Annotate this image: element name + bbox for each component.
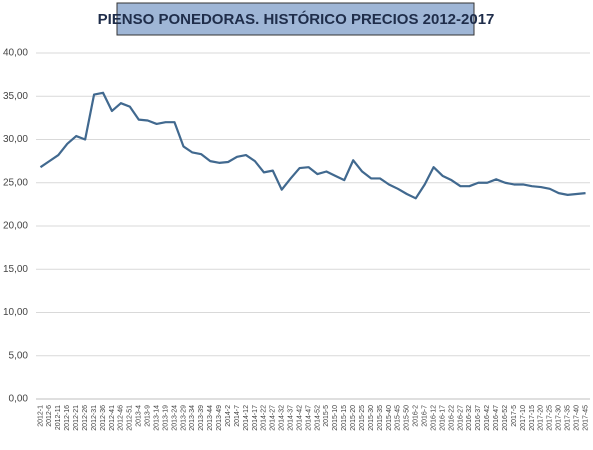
x-tick-label: 2016-22 bbox=[448, 405, 455, 431]
x-tick-label: 2017-30 bbox=[556, 405, 563, 431]
x-tick-label: 2014-42 bbox=[296, 405, 303, 431]
x-tick-label: 2015-25 bbox=[359, 405, 366, 431]
x-tick-label: 2012-46 bbox=[118, 405, 125, 431]
x-tick-label: 2013-34 bbox=[189, 405, 196, 431]
y-tick-label: 40,00 bbox=[3, 48, 28, 59]
x-tick-label: 2016-2 bbox=[413, 405, 420, 427]
chart-title: PIENSO PONEDORAS. HISTÓRICO PRECIOS 2012… bbox=[98, 10, 495, 28]
x-tick-label: 2014-32 bbox=[279, 405, 286, 431]
x-tick-label: 2017-45 bbox=[582, 405, 589, 431]
x-tick-label: 2017-25 bbox=[547, 405, 554, 431]
y-tick-label: 30,00 bbox=[3, 134, 28, 145]
x-tick-label: 2017-35 bbox=[565, 405, 572, 431]
x-tick-label: 2017-20 bbox=[538, 405, 545, 431]
x-tick-label: 2015-30 bbox=[368, 405, 375, 431]
y-tick-label: 0,00 bbox=[9, 394, 29, 405]
x-tick-label: 2012-1 bbox=[37, 405, 44, 427]
x-tick-label: 2016-37 bbox=[475, 405, 482, 431]
x-tick-label: 2016-17 bbox=[439, 405, 446, 431]
x-tick-label: 2015-45 bbox=[395, 405, 402, 431]
x-tick-label: 2014-27 bbox=[270, 405, 277, 431]
x-tick-label: 2012-51 bbox=[127, 405, 134, 431]
x-tick-label: 2012-21 bbox=[73, 405, 80, 431]
y-tick-label: 25,00 bbox=[3, 177, 28, 188]
x-tick-label: 2012-11 bbox=[55, 405, 62, 430]
x-tick-label: 2016-7 bbox=[422, 405, 429, 427]
x-tick-label: 2016-47 bbox=[493, 405, 500, 431]
x-tick-label: 2014-7 bbox=[234, 405, 241, 427]
line bbox=[39, 91, 586, 200]
x-tick-label: 2013-49 bbox=[216, 405, 223, 431]
x-tick-label: 2014-22 bbox=[261, 405, 268, 431]
x-tick-label: 2015-50 bbox=[404, 405, 411, 431]
x-tick-label: 2012-41 bbox=[109, 405, 116, 431]
x-tick-label: 2016-52 bbox=[502, 405, 509, 431]
x-tick-label: 2016-42 bbox=[484, 405, 491, 431]
x-tick-label: 2016-12 bbox=[430, 405, 437, 431]
x-tick-label: 2017-10 bbox=[520, 405, 527, 431]
x-tick-label: 2014-37 bbox=[288, 405, 295, 431]
x-tick-label: 2013-29 bbox=[180, 405, 187, 431]
y-tick-label: 5,00 bbox=[9, 350, 29, 361]
x-tick-label: 2014-2 bbox=[225, 405, 232, 427]
x-tick-label: 2013-4 bbox=[136, 405, 143, 427]
x-tick-label: 2013-14 bbox=[153, 405, 160, 431]
x-tick-label: 2013-39 bbox=[198, 405, 205, 431]
x-tick-label: 2015-5 bbox=[323, 405, 330, 427]
x-tick-label: 2014-47 bbox=[305, 405, 312, 431]
x-tick-label: 2012-31 bbox=[91, 405, 98, 431]
y-tick-label: 20,00 bbox=[3, 221, 28, 232]
x-tick-label: 2013-44 bbox=[207, 405, 214, 431]
x-tick-label: 2013-19 bbox=[162, 405, 169, 431]
x-tick-label: 2017-40 bbox=[573, 405, 580, 431]
y-tick-label: 15,00 bbox=[3, 264, 28, 275]
x-tick-label: 2016-27 bbox=[457, 405, 464, 431]
x-tick-label: 2013-9 bbox=[145, 405, 152, 427]
title-box bbox=[116, 2, 475, 36]
x-tick-label: 2012-36 bbox=[100, 405, 107, 431]
x-tick-label: 2015-20 bbox=[350, 405, 357, 431]
x-tick-label: 2013-24 bbox=[171, 405, 178, 431]
x-tick-label: 2016-32 bbox=[466, 405, 473, 431]
x-tick-label: 2014-52 bbox=[314, 405, 321, 431]
x-tick-label: 2012-16 bbox=[64, 405, 71, 431]
y-tick-label: 35,00 bbox=[3, 91, 28, 102]
x-tick-label: 2015-35 bbox=[377, 405, 384, 431]
x-tick-label: 2017-5 bbox=[511, 405, 518, 427]
x-tick-label: 2014-17 bbox=[252, 405, 259, 431]
x-tick-label: 2014-12 bbox=[243, 405, 250, 431]
x-tick-label: 2015-40 bbox=[386, 405, 393, 431]
x-tick-label: 2012-6 bbox=[46, 405, 53, 427]
x-tick-label: 2015-10 bbox=[332, 405, 339, 431]
y-tick-label: 10,00 bbox=[3, 307, 28, 318]
x-tick-label: 2017-15 bbox=[529, 405, 536, 431]
x-tick-label: 2012-26 bbox=[82, 405, 89, 431]
x-tick-label: 2015-15 bbox=[341, 405, 348, 431]
